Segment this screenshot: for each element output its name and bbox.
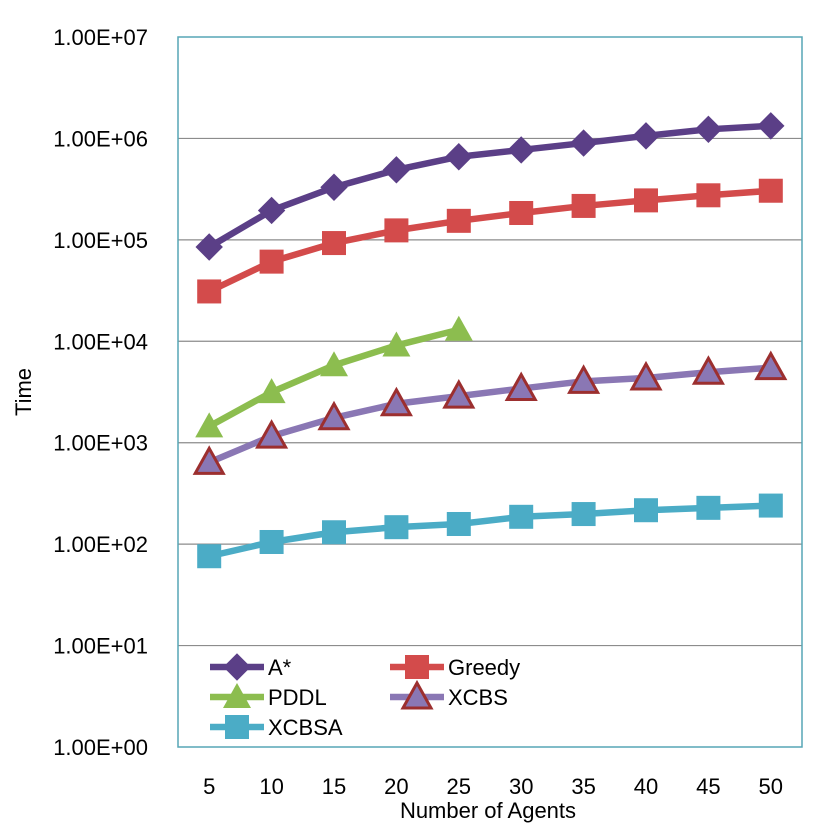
data-point [571, 193, 596, 218]
data-point [197, 279, 222, 304]
data-point [382, 331, 411, 357]
data-point [696, 495, 721, 520]
data-point [317, 400, 351, 431]
series-line-greedy [205, 187, 775, 295]
data-point [446, 511, 471, 536]
data-point [257, 196, 286, 225]
data-point [757, 112, 785, 140]
series-a-star [195, 112, 785, 261]
data-point [255, 419, 289, 449]
data-point [694, 115, 723, 144]
legend-marker [225, 715, 249, 739]
data-point [509, 504, 534, 529]
data-point [634, 498, 658, 523]
legend-label: A* [268, 655, 292, 680]
data-point [322, 520, 346, 545]
data-point [379, 386, 413, 417]
legend-item-xcbsa: XCBSA [210, 715, 343, 740]
legend-marker [400, 679, 434, 710]
x-tick-label: 40 [634, 774, 658, 799]
data-point [509, 200, 534, 225]
data-point [569, 129, 598, 157]
data-point [632, 122, 660, 150]
data-point [445, 143, 473, 171]
data-point [257, 378, 286, 404]
data-point [320, 351, 348, 377]
x-tick-label: 5 [203, 774, 215, 799]
y-tick-label: 1.00E+07 [53, 25, 148, 50]
series-line-a-star [205, 122, 775, 251]
data-point [507, 136, 535, 164]
x-tick-label: 50 [759, 774, 783, 799]
data-point [504, 371, 538, 402]
x-tick-label: 10 [259, 774, 283, 799]
x-axis-label: Number of Agents [400, 798, 576, 823]
series-xcbsa [197, 493, 783, 569]
series-line-xcbsa [205, 502, 775, 560]
data-point [322, 231, 346, 256]
data-point [442, 379, 476, 409]
legend-label: Greedy [448, 655, 520, 680]
data-point [259, 529, 284, 554]
data-point [758, 493, 783, 518]
data-point [320, 173, 348, 201]
legend-marker [223, 653, 251, 681]
series-xcbs [192, 350, 788, 475]
data-point [634, 188, 658, 213]
legend-item-xcbs: XCBS [390, 679, 508, 710]
data-point [754, 350, 788, 381]
data-point [629, 360, 663, 391]
series-greedy [197, 178, 783, 304]
y-tick-label: 1.00E+06 [53, 126, 148, 151]
legend-item-pddl: PDDL [210, 683, 327, 710]
series-line-xcbs [205, 364, 775, 466]
data-point [758, 178, 783, 203]
legend-label: XCBSA [268, 715, 343, 740]
y-tick-label: 1.00E+02 [53, 532, 148, 557]
data-point [571, 502, 596, 527]
data-point [446, 208, 471, 233]
y-axis-label: Time [11, 368, 36, 416]
data-point [696, 183, 721, 208]
data-point [384, 218, 409, 243]
x-tick-label: 15 [322, 774, 346, 799]
plot-area-border [177, 36, 803, 748]
data-point [382, 156, 411, 184]
x-tick-label: 20 [384, 774, 408, 799]
x-tick-label: 30 [509, 774, 533, 799]
y-tick-label: 1.00E+00 [53, 735, 148, 760]
legend-label: PDDL [268, 685, 327, 710]
y-tick-label: 1.00E+05 [53, 228, 148, 253]
y-tick-label: 1.00E+04 [53, 329, 148, 354]
x-tick-label: 35 [571, 774, 595, 799]
x-tick-label: 45 [696, 774, 720, 799]
legend-marker [223, 683, 251, 708]
legend-item-greedy: Greedy [390, 655, 520, 680]
data-point [195, 233, 223, 261]
legend-marker [405, 655, 429, 679]
data-point [444, 315, 473, 341]
data-point [567, 364, 601, 394]
legend-label: XCBS [448, 685, 508, 710]
y-tick-label: 1.00E+01 [53, 634, 148, 659]
y-tick-label: 1.00E+03 [53, 431, 148, 456]
x-tick-label: 25 [447, 774, 471, 799]
legend-item-a-star: A* [210, 653, 292, 681]
data-point [195, 412, 224, 438]
series-pddl [195, 315, 473, 438]
data-point [197, 544, 222, 569]
data-point [259, 249, 284, 274]
data-point [384, 515, 409, 540]
data-point [192, 445, 226, 475]
data-point [691, 355, 725, 385]
